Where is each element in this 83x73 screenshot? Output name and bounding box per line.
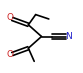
Text: O: O <box>7 13 14 22</box>
Text: N: N <box>65 32 72 41</box>
Text: O: O <box>7 50 14 59</box>
